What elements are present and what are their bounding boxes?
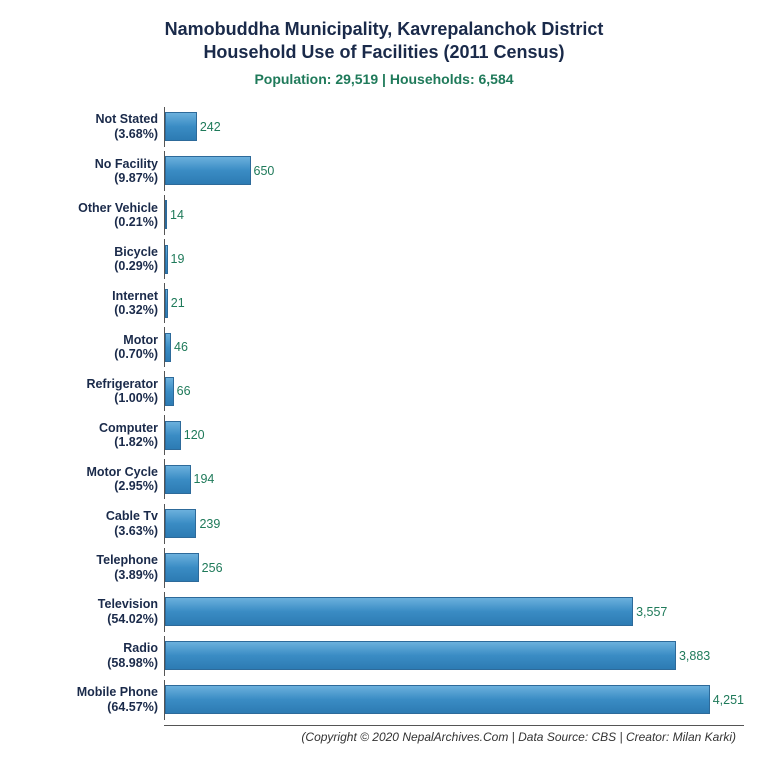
category-label: Cable Tv(3.63%) [24, 509, 164, 538]
value-label: 3,883 [679, 649, 710, 663]
category-label: Bicycle(0.29%) [24, 245, 164, 274]
chart-subtitle: Population: 29,519 | Households: 6,584 [24, 71, 744, 87]
plot-area: Not Stated(3.68%) 242 No Facility(9.87%) 65… [24, 101, 744, 726]
title-block: Namobuddha Municipality, Kavrepalanchok … [24, 18, 744, 65]
category-label: Radio(58.98%) [24, 641, 164, 670]
bar [165, 597, 633, 626]
bar [165, 421, 181, 450]
category-label: Motor(0.70%) [24, 333, 164, 362]
bar [165, 641, 676, 670]
category-label: Motor Cycle(2.95%) [24, 465, 164, 494]
footer-note: (Copyright © 2020 NepalArchives.Com | Da… [24, 730, 744, 744]
category-label: Not Stated(3.68%) [24, 112, 164, 141]
bar [165, 289, 168, 318]
chart-title-line1: Namobuddha Municipality, Kavrepalanchok … [24, 18, 744, 41]
bar-track: 4,251 [164, 680, 744, 720]
value-label: 194 [194, 472, 215, 486]
bar-row: Motor Cycle(2.95%) 194 [24, 459, 744, 499]
bar [165, 112, 197, 141]
value-label: 4,251 [713, 693, 744, 707]
value-label: 21 [171, 296, 185, 310]
bar-track: 66 [164, 371, 744, 411]
chart-container: Namobuddha Municipality, Kavrepalanchok … [0, 0, 768, 768]
bar-track: 194 [164, 459, 744, 499]
bar [165, 509, 196, 538]
bar-row: Motor(0.70%) 46 [24, 327, 744, 367]
bar [165, 333, 171, 362]
bar-row: Bicycle(0.29%) 19 [24, 239, 744, 279]
bar [165, 156, 251, 185]
x-axis-line [164, 725, 744, 726]
category-label: Refrigerator(1.00%) [24, 377, 164, 406]
bar [165, 245, 168, 274]
value-label: 650 [254, 164, 275, 178]
bar-row: No Facility(9.87%) 650 [24, 151, 744, 191]
value-label: 66 [177, 384, 191, 398]
bar-row: Radio(58.98%) 3,883 [24, 636, 744, 676]
bar-track: 3,557 [164, 592, 744, 632]
bar-track: 239 [164, 504, 744, 544]
bar-row: Television(54.02%) 3,557 [24, 592, 744, 632]
bar-track: 19 [164, 239, 744, 279]
bar-track: 21 [164, 283, 744, 323]
value-label: 3,557 [636, 605, 667, 619]
bar-track: 256 [164, 548, 744, 588]
bar-track: 46 [164, 327, 744, 367]
value-label: 46 [174, 340, 188, 354]
bars-region: Not Stated(3.68%) 242 No Facility(9.87%) 65… [24, 101, 744, 726]
bar-row: Computer(1.82%) 120 [24, 415, 744, 455]
bar [165, 553, 199, 582]
category-label: Internet(0.32%) [24, 289, 164, 318]
value-label: 256 [202, 561, 223, 575]
bar [165, 377, 174, 406]
bar [165, 685, 710, 714]
bar-row: Not Stated(3.68%) 242 [24, 107, 744, 147]
bar-row: Telephone(3.89%) 256 [24, 548, 744, 588]
category-label: Telephone(3.89%) [24, 553, 164, 582]
value-label: 19 [171, 252, 185, 266]
category-label: No Facility(9.87%) [24, 157, 164, 186]
bar-row: Other Vehicle(0.21%) 14 [24, 195, 744, 235]
value-label: 120 [184, 428, 205, 442]
category-label: Computer(1.82%) [24, 421, 164, 450]
bar [165, 465, 191, 494]
bar [165, 200, 167, 229]
bar-row: Refrigerator(1.00%) 66 [24, 371, 744, 411]
bar-row: Internet(0.32%) 21 [24, 283, 744, 323]
bar-track: 120 [164, 415, 744, 455]
bar-row: Mobile Phone(64.57%) 4,251 [24, 680, 744, 720]
value-label: 242 [200, 120, 221, 134]
bar-track: 242 [164, 107, 744, 147]
bar-track: 650 [164, 151, 744, 191]
category-label: Mobile Phone(64.57%) [24, 685, 164, 714]
value-label: 14 [170, 208, 184, 222]
category-label: Other Vehicle(0.21%) [24, 201, 164, 230]
value-label: 239 [199, 517, 220, 531]
bar-track: 3,883 [164, 636, 744, 676]
bar-track: 14 [164, 195, 744, 235]
chart-title-line2: Household Use of Facilities (2011 Census… [24, 41, 744, 64]
bar-row: Cable Tv(3.63%) 239 [24, 504, 744, 544]
category-label: Television(54.02%) [24, 597, 164, 626]
